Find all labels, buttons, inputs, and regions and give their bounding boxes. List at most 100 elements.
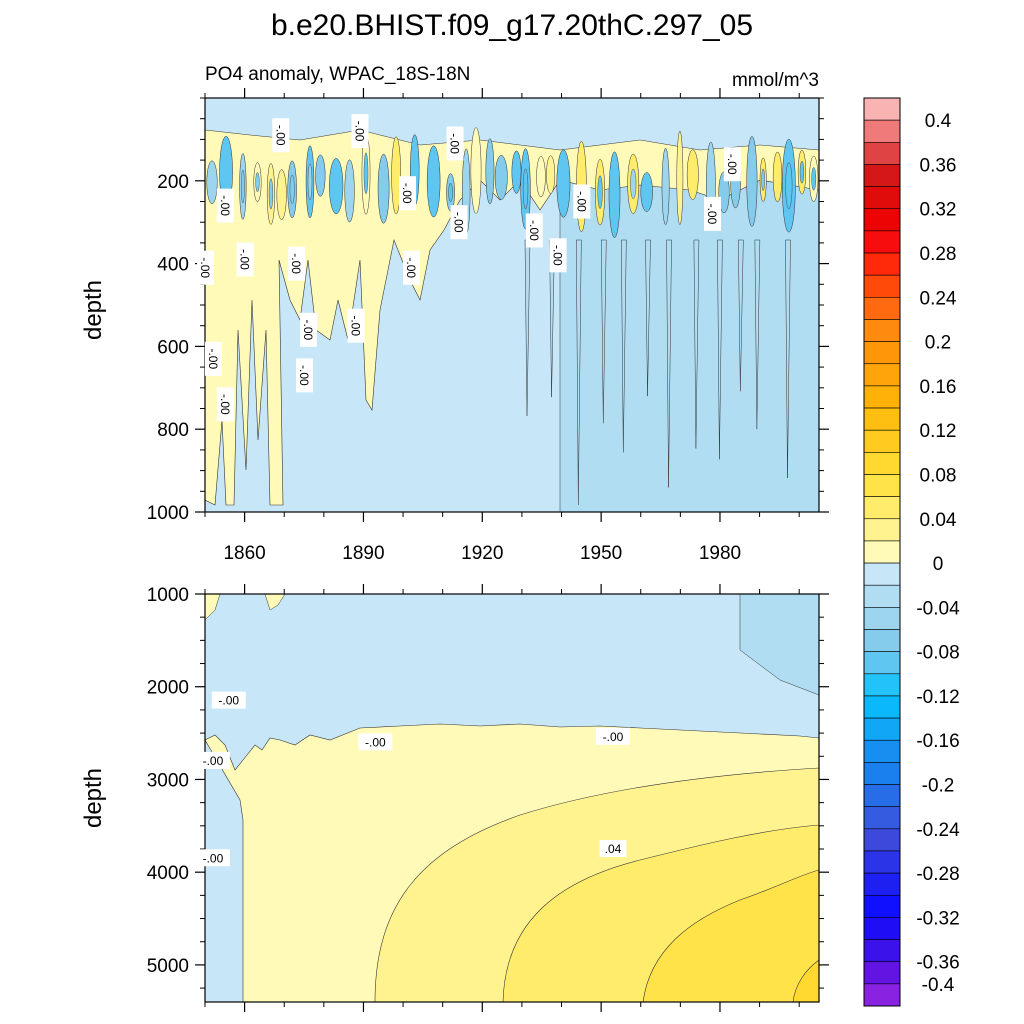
- streak-cell: [536, 156, 546, 198]
- colorbar-segment: [863, 252, 901, 276]
- contour-label-bg: [204, 341, 222, 376]
- y-tick-label: 3000: [147, 770, 189, 791]
- colorbar-segment: [863, 828, 901, 852]
- streak-cell: [661, 147, 670, 226]
- colorbar-frame: [863, 97, 901, 1007]
- colorbar-segment: [863, 341, 901, 365]
- streak-core: [522, 168, 529, 210]
- streak-core: [799, 160, 805, 184]
- contour-label-bg: [596, 727, 631, 745]
- contour-label: -.00: [358, 733, 393, 751]
- colorbar: [863, 97, 901, 1007]
- contour-label-bg: [211, 691, 246, 709]
- streak-cell: [470, 127, 482, 214]
- y-tick-label: 1000: [147, 503, 189, 524]
- contour-label-bg: [216, 387, 234, 422]
- colorbar-label: -0.16: [916, 731, 959, 752]
- colorbar-segment: [863, 806, 901, 830]
- contour-label-bg: [236, 242, 254, 277]
- colorbar-label: -0.4: [922, 975, 955, 996]
- contour-label-text: -.00: [218, 694, 239, 708]
- y-tick-label: 1000: [147, 585, 189, 606]
- streak-cell: [686, 149, 699, 200]
- streak-cell: [511, 150, 522, 194]
- streak-cell: [608, 151, 621, 238]
- deep-streak: [666, 239, 672, 488]
- contour-label: -.00: [204, 341, 222, 376]
- colorbar-label: 0.4: [925, 111, 952, 132]
- colorbar-label: 0.04: [920, 510, 957, 531]
- streak-core: [811, 167, 817, 191]
- contour-label: -.00: [704, 196, 722, 231]
- contour-label-text: -.00: [218, 195, 232, 216]
- contour-label-text: -.00: [352, 121, 366, 142]
- colorbar-segment: [863, 186, 901, 210]
- streak-core: [761, 168, 765, 191]
- lower-panel-frame: [204, 593, 820, 1003]
- colorbar-label: 0.28: [920, 244, 957, 265]
- contour-label: -.00: [549, 238, 567, 273]
- contour-label-bg: [599, 840, 627, 857]
- deep-streak: [576, 239, 582, 506]
- streak-cell: [391, 136, 401, 215]
- contour-label-bg: [351, 114, 369, 149]
- contour-label-bg: [288, 246, 306, 281]
- colorbar-segment: [863, 629, 901, 652]
- upper-ticks: 200 400 600 800 1000: [147, 88, 829, 524]
- streak-cell: [344, 159, 355, 223]
- colorbar-label: 0.16: [920, 377, 957, 398]
- deep-streak: [738, 239, 744, 392]
- colorbar-label: -0.24: [916, 820, 960, 841]
- streak-cell: [556, 149, 571, 218]
- colorbar-segment: [863, 607, 901, 630]
- colorbar-segment: [863, 540, 901, 564]
- contour-label-text: .04: [605, 842, 622, 856]
- contour-label: -.00: [351, 114, 369, 149]
- x-tick-label: 1890: [342, 543, 384, 564]
- colorbar-segment: [863, 762, 901, 785]
- contour-label-bg: [573, 184, 591, 219]
- contour-label: -.00: [596, 727, 631, 745]
- colorbar-label: 0.36: [920, 155, 957, 176]
- contour-label-bg: [347, 308, 365, 343]
- colorbar-labels: 0.4 0.36 0.32 0.28 0.24 0.2 0.16 0.12 0.08 0.04 0 -…: [916, 111, 960, 996]
- colorbar-label: 0.12: [920, 421, 957, 442]
- contour-label-bg: [399, 176, 417, 211]
- colorbar-segment: [863, 651, 901, 675]
- contour-label: -.00: [216, 387, 234, 422]
- contour-label-text: -.00: [273, 125, 287, 146]
- contour-label-bg: [446, 126, 464, 161]
- deep-streak: [754, 239, 761, 430]
- lower-small-positive-region: [205, 594, 286, 621]
- deep-streak: [601, 239, 607, 424]
- contour-label-text: -.00: [297, 365, 311, 386]
- streak-cell: [206, 160, 218, 204]
- contour-label-text: -.00: [725, 154, 739, 175]
- contour-label: -.00: [299, 312, 317, 347]
- contour-label-text: -.00: [574, 191, 588, 212]
- colorbar-segment: [863, 141, 901, 165]
- x-tick-label: 1860: [223, 543, 265, 564]
- contour-label-text: -.00: [218, 394, 232, 415]
- streak-cell: [640, 172, 653, 212]
- contour-label: -.00: [236, 242, 254, 277]
- streak-core: [363, 152, 369, 194]
- contour-label-bg: [195, 849, 230, 867]
- contour-label: -.00: [288, 246, 306, 281]
- colorbar-segment: [863, 518, 901, 542]
- colorbar-label: -0.2: [922, 776, 955, 797]
- contour-label: -.00: [216, 188, 234, 223]
- contour-label: -.00: [347, 308, 365, 343]
- contour-label-bg: [272, 118, 290, 153]
- colorbar-segment: [863, 961, 901, 985]
- colorbar-segment: [863, 850, 901, 874]
- contour-label-bg: [216, 188, 234, 223]
- upper-deep-streaks: [524, 239, 791, 506]
- contour-label-text: -.00: [206, 348, 220, 369]
- contour-label: -.00: [573, 184, 591, 219]
- contour-label: -.00: [296, 358, 314, 393]
- x-tick-label: 1920: [461, 543, 503, 564]
- contour-label-text: -.00: [452, 212, 466, 233]
- contour-label-text: -.00: [365, 735, 386, 749]
